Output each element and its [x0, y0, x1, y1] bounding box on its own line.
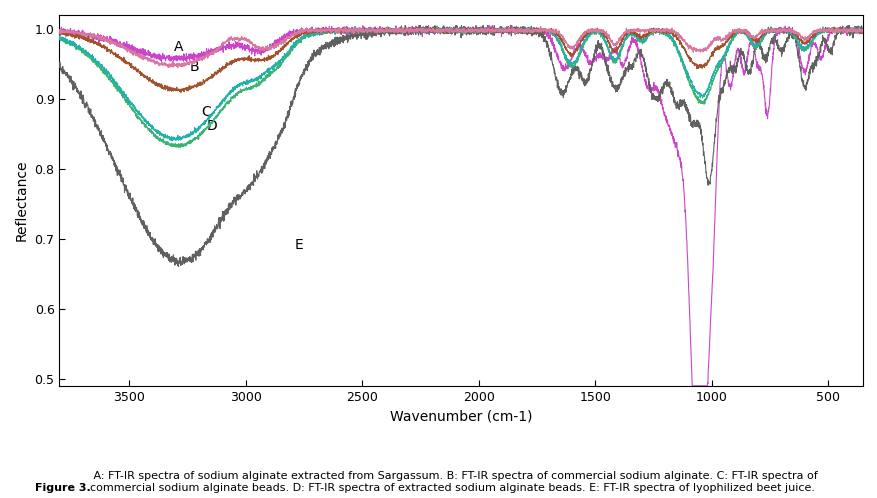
Text: C: C: [201, 106, 211, 120]
Text: A: A: [174, 40, 182, 54]
Text: D: D: [206, 120, 217, 133]
Text: A: FT-IR spectra of sodium alginate extracted from Sargassum. B: FT-IR spectra o: A: FT-IR spectra of sodium alginate extr…: [89, 472, 816, 493]
X-axis label: Wavenumber (cm-1): Wavenumber (cm-1): [389, 409, 531, 423]
Y-axis label: Reflectance: Reflectance: [15, 160, 29, 241]
Text: E: E: [295, 238, 303, 251]
Text: B: B: [189, 60, 199, 74]
Text: Figure 3.: Figure 3.: [35, 483, 90, 493]
